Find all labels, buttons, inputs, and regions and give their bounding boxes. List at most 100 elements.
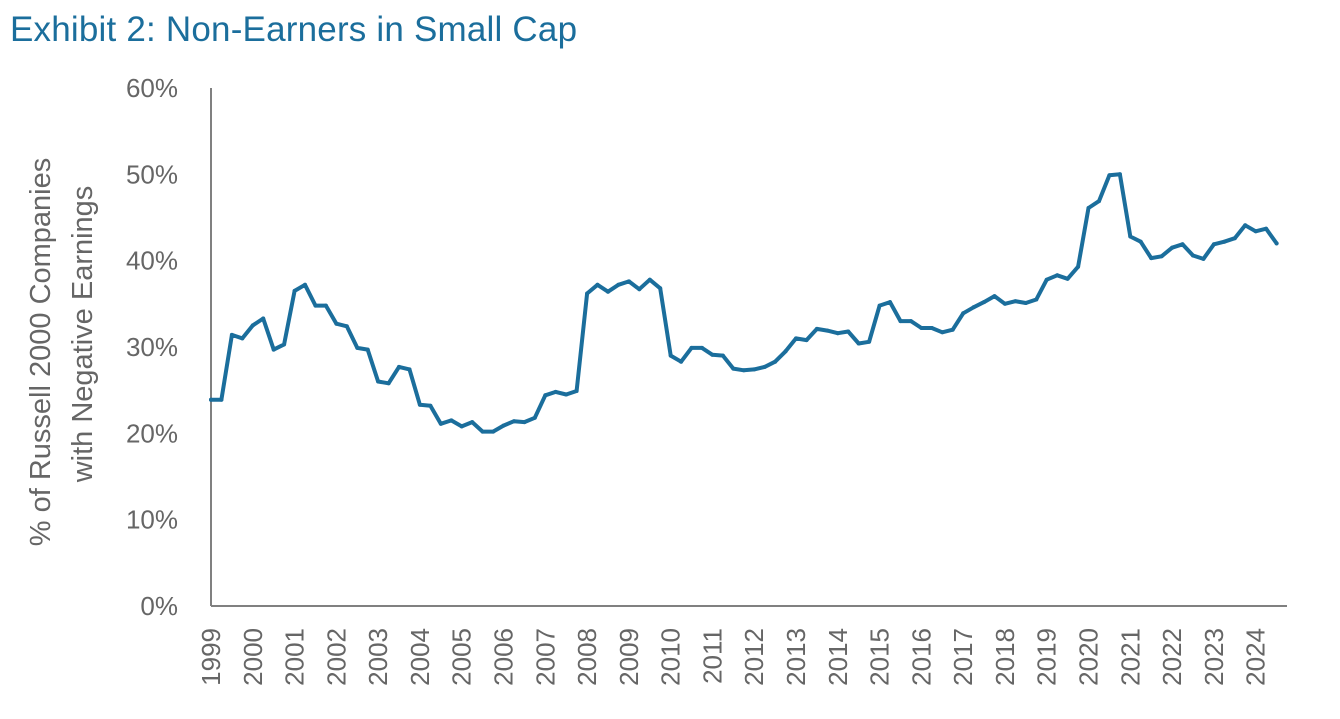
x-tick-label: 2014 — [823, 628, 853, 686]
y-tick-label: 60% — [126, 73, 178, 103]
x-tick-label: 2008 — [572, 628, 602, 686]
x-tick-label: 2019 — [1032, 628, 1062, 686]
x-tick-label: 2013 — [781, 628, 811, 686]
data-point — [658, 286, 663, 291]
data-point — [762, 364, 767, 369]
x-tick-label: 2016 — [906, 628, 936, 686]
data-point — [355, 345, 360, 350]
data-point — [1222, 239, 1227, 244]
y-tick-label: 50% — [126, 159, 178, 189]
data-point — [992, 294, 997, 299]
data-point — [679, 359, 684, 364]
data-point — [1013, 299, 1018, 304]
data-point — [386, 381, 391, 386]
data-point — [825, 328, 830, 333]
data-point — [846, 329, 851, 334]
data-point — [783, 349, 788, 354]
x-tick-label: 2012 — [739, 628, 769, 686]
x-tick-label: 2018 — [990, 628, 1020, 686]
x-tick-label: 2001 — [280, 628, 310, 686]
data-point — [1002, 301, 1007, 306]
data-point — [229, 332, 234, 337]
data-point — [292, 288, 297, 293]
x-tick-label: 2011 — [697, 628, 727, 684]
x-tick-label: 2017 — [948, 628, 978, 686]
data-point — [1201, 256, 1206, 261]
data-point — [459, 424, 464, 429]
data-point — [470, 420, 475, 425]
x-tick-label: 2009 — [614, 628, 644, 686]
y-tick-label: 30% — [126, 332, 178, 362]
data-point — [1180, 242, 1185, 247]
data-point — [626, 279, 631, 284]
y-axis-ticks: 0% 10% 20% 30% 40% 50% 60% — [126, 73, 178, 621]
data-point — [219, 397, 224, 402]
data-point — [1170, 245, 1175, 250]
data-point — [647, 277, 652, 282]
data-point — [313, 303, 318, 308]
x-tick-label: 2023 — [1199, 628, 1229, 686]
x-tick-label: 2015 — [865, 628, 895, 686]
data-point — [606, 289, 610, 294]
data-point — [323, 303, 328, 308]
y-tick-label: 10% — [126, 505, 178, 535]
data-point — [1149, 256, 1154, 261]
data-point — [700, 345, 704, 350]
data-point — [282, 342, 287, 347]
data-point — [334, 321, 339, 326]
data-point — [773, 359, 778, 364]
data-point — [668, 353, 673, 358]
data-point — [397, 364, 401, 369]
chart-title: Exhibit 2: Non-Earners in Small Cap — [10, 10, 578, 49]
data-point — [950, 327, 955, 332]
data-point — [438, 421, 443, 426]
y-tick-label: 40% — [126, 246, 178, 276]
data-point — [376, 379, 381, 384]
y-tick-label: 0% — [140, 591, 178, 621]
data-point — [961, 311, 966, 316]
data-point — [689, 345, 694, 350]
data-point — [940, 330, 945, 335]
x-tick-label: 2004 — [405, 628, 435, 686]
data-point — [574, 389, 579, 393]
data-point — [595, 282, 600, 287]
x-tick-label: 2006 — [489, 628, 519, 686]
data-point — [564, 392, 569, 397]
data-point — [731, 366, 736, 371]
x-tick-label: 2000 — [238, 628, 268, 686]
data-point — [1128, 234, 1133, 239]
data-point — [1044, 277, 1049, 282]
data-point — [888, 300, 892, 305]
data-point — [407, 367, 412, 372]
data-point — [971, 305, 976, 310]
data-point — [616, 282, 621, 287]
data-point — [1117, 172, 1122, 177]
data-point — [1086, 206, 1091, 210]
data-point — [209, 397, 213, 402]
series-line — [209, 172, 1279, 434]
data-point — [752, 367, 757, 372]
data-point — [720, 353, 725, 358]
data-point — [814, 326, 819, 331]
data-point — [1097, 199, 1101, 204]
series-group — [209, 172, 1279, 434]
x-tick-label: 2005 — [447, 628, 477, 686]
data-point — [794, 336, 798, 341]
data-point — [1274, 241, 1279, 246]
data-point — [365, 347, 370, 352]
data-point — [710, 352, 715, 357]
x-axis-ticks: 1999 2000 2001 2002 2003 2004 2005 2006 2007 2008… — [196, 628, 1271, 686]
data-point — [1191, 253, 1195, 258]
data-point — [1055, 273, 1060, 278]
x-tick-label: 2024 — [1241, 628, 1271, 686]
y-tick-label: 20% — [126, 418, 178, 448]
data-point — [491, 429, 496, 434]
data-point — [1253, 229, 1258, 234]
data-point — [449, 418, 454, 423]
data-point — [522, 420, 527, 425]
data-point — [908, 319, 913, 324]
x-tick-label: 2007 — [530, 628, 560, 686]
x-tick-label: 2022 — [1157, 628, 1187, 686]
data-point — [856, 341, 861, 346]
data-point — [1023, 301, 1028, 305]
